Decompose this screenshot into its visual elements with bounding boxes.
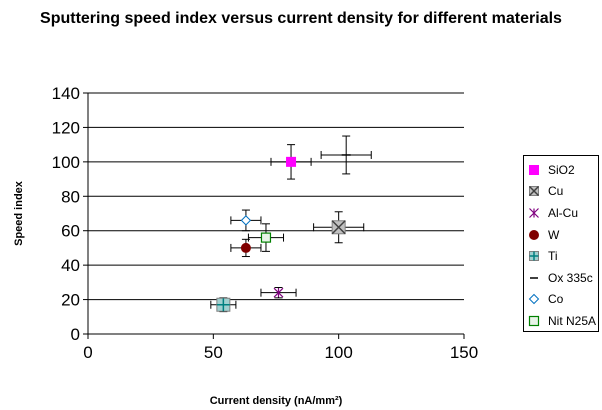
marker xyxy=(286,156,297,167)
legend-item-ti: Ti xyxy=(524,245,598,267)
legend-label: Co xyxy=(548,292,564,307)
y-tick-label: 80 xyxy=(61,187,80,206)
data-point-co xyxy=(230,209,262,232)
legend-label: SiO2 xyxy=(548,162,575,177)
data-point-sio2 xyxy=(270,144,312,180)
data-point-al-cu xyxy=(260,287,297,299)
marker-plus xyxy=(529,251,539,261)
legend-symbol xyxy=(529,251,539,262)
y-tick-label: 20 xyxy=(61,291,80,310)
legend-symbol xyxy=(529,208,539,218)
marker xyxy=(528,294,540,305)
data-point-cu xyxy=(313,211,365,244)
marker-cross xyxy=(331,220,346,235)
legend-symbol xyxy=(529,229,539,240)
legend-item-nit-n25a: Nit N25A xyxy=(524,310,598,332)
marker xyxy=(528,315,540,327)
legend-label: Nit N25A xyxy=(548,313,597,328)
legend-item-sio2: SiO2 xyxy=(524,159,598,181)
legend-symbol xyxy=(528,315,540,327)
legend-label: Ti xyxy=(548,249,558,264)
legend-label: Al-Cu xyxy=(548,205,579,220)
x-tick-label: 100 xyxy=(324,343,352,362)
legend-item-ox-335c: Ox 335c xyxy=(524,267,598,289)
data-point-ox-335c xyxy=(320,135,372,175)
marker xyxy=(240,242,251,253)
x-axis-label: Current density (nA/mm²) xyxy=(210,395,343,407)
y-tick-label: 120 xyxy=(52,118,80,137)
data-point-ti xyxy=(210,297,237,313)
legend-symbol xyxy=(528,294,540,305)
legend-item-w: W xyxy=(524,224,598,246)
chart-title: Sputtering speed index versus current de… xyxy=(40,10,562,27)
marker xyxy=(260,232,272,243)
x-tick-label: 150 xyxy=(450,343,478,362)
legend: SiO2 Cu Al-Cu W Ti Ox 335c Co Nit N25A xyxy=(523,155,599,332)
marker xyxy=(529,164,539,175)
legend-item-al-cu: Al-Cu xyxy=(524,202,598,224)
legend-symbol xyxy=(530,277,538,279)
y-axis-label: Speed index xyxy=(13,180,25,246)
y-tick-label: 60 xyxy=(61,222,80,241)
legend-symbol xyxy=(529,164,539,175)
y-tick-label: 100 xyxy=(52,153,80,172)
legend-label: Cu xyxy=(548,184,564,199)
x-tick-label: 50 xyxy=(204,343,223,362)
marker xyxy=(529,208,539,218)
y-tick-label: 0 xyxy=(71,325,80,344)
y-tick-label: 140 xyxy=(52,84,80,103)
legend-label: W xyxy=(548,227,560,242)
marker-cross xyxy=(528,186,540,197)
x-tick-label: 0 xyxy=(83,343,92,362)
legend-item-cu: Cu xyxy=(524,181,598,203)
legend-item-co: Co xyxy=(524,289,598,311)
marker-plus xyxy=(216,298,230,312)
legend-symbol xyxy=(528,186,540,197)
legend-label: Ox 335c xyxy=(548,270,593,285)
marker xyxy=(529,229,539,240)
data-point-nit-n25a xyxy=(247,223,285,252)
data-point-w xyxy=(230,238,262,258)
marker xyxy=(273,287,284,298)
y-tick-label: 40 xyxy=(61,256,80,275)
marker xyxy=(240,215,252,226)
